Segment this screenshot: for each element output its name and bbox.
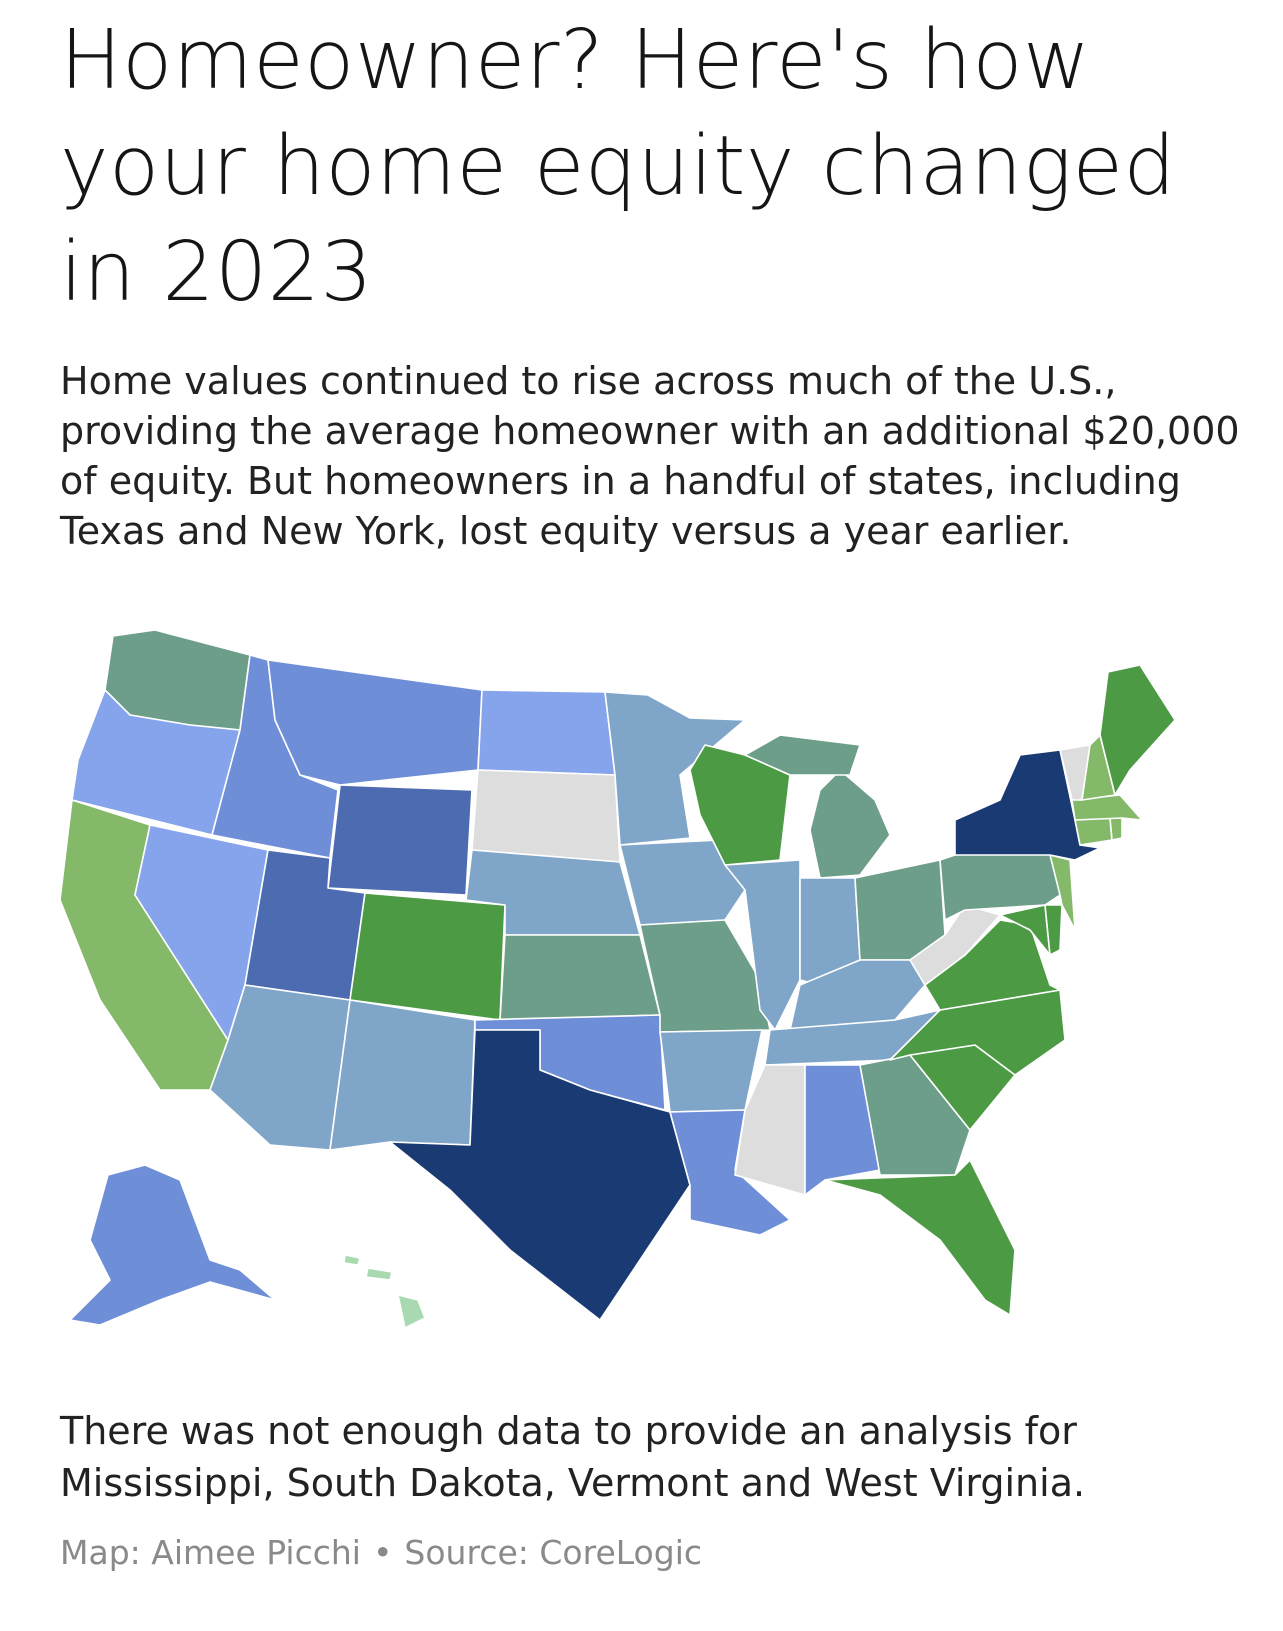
state-ak bbox=[69, 1164, 276, 1326]
state-ri bbox=[1109, 817, 1123, 841]
state-nd bbox=[477, 689, 616, 776]
state-nj bbox=[1049, 854, 1076, 931]
state-wy bbox=[327, 784, 473, 896]
state-hi-islands-2 bbox=[365, 1267, 393, 1281]
state-ia bbox=[619, 839, 746, 926]
state-mi bbox=[809, 769, 891, 879]
state-wi bbox=[689, 744, 791, 866]
headline: Homeowner? Here's how your home equity c… bbox=[60, 13, 1176, 320]
state-me bbox=[1099, 664, 1176, 796]
state-ct bbox=[1074, 817, 1113, 846]
state-nm bbox=[329, 999, 476, 1151]
state-hi bbox=[397, 1294, 426, 1329]
state-al bbox=[804, 1064, 881, 1196]
credit-line: Map: Aimee Picchi • Source: CoreLogic bbox=[60, 1533, 702, 1572]
no-data-note: There was not enough data to provide an … bbox=[60, 1409, 1086, 1505]
us-equity-map bbox=[59, 629, 1176, 1329]
state-mn bbox=[604, 691, 746, 846]
state-ks bbox=[499, 934, 661, 1021]
state-tx bbox=[389, 1029, 691, 1321]
state-ms bbox=[734, 1064, 806, 1196]
credit-separator: • bbox=[372, 1533, 393, 1572]
state-co bbox=[349, 892, 506, 1021]
state-mi-upper bbox=[744, 734, 861, 776]
dek-text: Home values continued to rise across muc… bbox=[60, 359, 1240, 553]
state-fl bbox=[824, 1159, 1016, 1316]
state-ar bbox=[659, 1029, 763, 1113]
state-de bbox=[1044, 904, 1063, 956]
state-hi-islands bbox=[343, 1254, 361, 1266]
source-credit: Source: CoreLogic bbox=[404, 1533, 703, 1572]
map-credit: Map: Aimee Picchi bbox=[60, 1533, 361, 1572]
state-mt bbox=[267, 659, 483, 786]
state-sd bbox=[471, 769, 621, 863]
